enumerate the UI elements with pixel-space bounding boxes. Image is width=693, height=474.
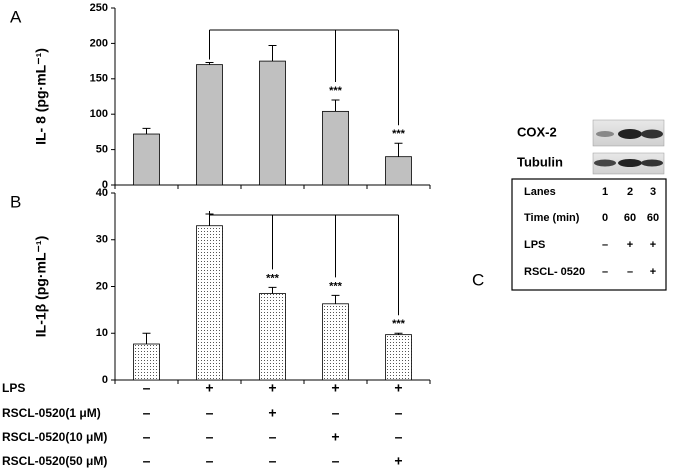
condition-cell: +: [205, 380, 213, 396]
error-bar: [142, 332, 151, 345]
table-cell: +: [650, 239, 656, 251]
blot-label: COX-2: [517, 124, 557, 139]
condition-cell: +: [331, 380, 339, 396]
condition-label: LPS: [2, 381, 25, 395]
y-tick-label: 30: [96, 234, 108, 246]
condition-cell: +: [394, 380, 402, 396]
error-bar: [142, 127, 151, 135]
condition-cell: –: [395, 429, 403, 445]
bar: [385, 334, 412, 381]
condition-cell: –: [395, 405, 403, 421]
y-tick-label: 50: [96, 144, 108, 156]
condition-cell: –: [143, 453, 151, 469]
bar: [259, 60, 286, 186]
condition-cell: +: [268, 380, 276, 396]
error-bar: [205, 213, 214, 226]
panel-label: C: [472, 270, 484, 289]
error-bar: [268, 45, 277, 62]
condition-cell: –: [332, 405, 340, 421]
bar: [196, 225, 223, 381]
band: [618, 129, 642, 139]
significance: ***: [329, 85, 343, 97]
table-cell: 0: [602, 212, 608, 224]
bar: [259, 293, 286, 381]
table-cell: LPS: [524, 239, 545, 251]
condition-cell: –: [206, 429, 214, 445]
condition-label: RSCL-0520(50 μM): [2, 454, 107, 468]
significance: ***: [392, 128, 406, 140]
band: [641, 129, 663, 139]
bar: [196, 64, 223, 186]
error-bar: [268, 286, 277, 294]
bar: [385, 156, 412, 186]
bar: [322, 303, 349, 381]
table-cell: Time (min): [524, 212, 580, 224]
table-cell: 2: [627, 186, 633, 198]
condition-cell: –: [143, 405, 151, 421]
band: [641, 159, 663, 167]
table-cell: 3: [650, 186, 656, 198]
error-bar: [331, 294, 340, 304]
y-tick-label: 0: [102, 374, 108, 386]
y-tick-label: 150: [90, 73, 108, 85]
y-tick-label: 40: [96, 187, 108, 199]
table-cell: +: [627, 239, 633, 251]
error-bar: [394, 332, 403, 335]
significance: ***: [329, 280, 343, 292]
condition-cell: +: [268, 405, 276, 421]
bar: [322, 110, 349, 186]
condition-cell: –: [206, 405, 214, 421]
band: [596, 131, 614, 137]
error-bar: [331, 99, 340, 112]
table-cell: 60: [624, 212, 636, 224]
band: [594, 159, 616, 167]
condition-label: RSCL-0520(10 μM): [2, 430, 107, 444]
condition-cell: +: [394, 453, 402, 469]
y-tick-label: 0: [102, 179, 108, 191]
bar: [133, 343, 160, 381]
condition-cell: –: [269, 453, 277, 469]
error-bar: [205, 62, 214, 65]
table-cell: +: [650, 266, 656, 278]
condition-cell: –: [269, 429, 277, 445]
table-cell: –: [602, 266, 608, 278]
band: [618, 159, 642, 167]
panel-label: A: [10, 7, 22, 26]
table-cell: 60: [647, 212, 659, 224]
y-axis-label: IL- 8 (pg·mL⁻¹): [33, 48, 49, 145]
y-tick-label: 20: [96, 280, 108, 292]
table-cell: –: [602, 239, 608, 251]
y-tick-label: 100: [90, 108, 108, 120]
significance: ***: [392, 318, 406, 330]
bar: [133, 133, 160, 186]
condition-label: RSCL-0520(1 μM): [2, 406, 101, 420]
table-cell: –: [627, 266, 633, 278]
y-tick-label: 200: [90, 37, 108, 49]
condition-cell: –: [143, 429, 151, 445]
condition-cell: –: [143, 380, 151, 396]
table-cell: Lanes: [524, 186, 556, 198]
significance: ***: [266, 272, 280, 284]
table-frame: [511, 178, 667, 291]
condition-cell: –: [206, 453, 214, 469]
condition-cell: +: [331, 429, 339, 445]
y-axis-label: IL-1β (pg·mL⁻¹): [33, 236, 49, 337]
panel-label: B: [10, 192, 21, 211]
table-cell: RSCL- 0520: [524, 266, 585, 278]
blot-label: Tubulin: [517, 154, 563, 169]
table-cell: 1: [602, 186, 608, 198]
y-tick-label: 10: [96, 327, 108, 339]
y-tick-label: 250: [90, 2, 108, 14]
condition-cell: –: [332, 453, 340, 469]
error-bar: [394, 142, 403, 157]
